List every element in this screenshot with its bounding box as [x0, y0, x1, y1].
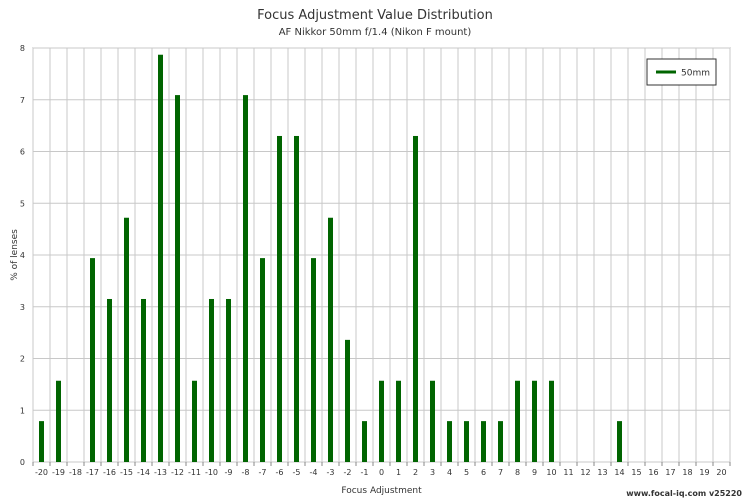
bar: [430, 380, 435, 462]
x-tick-label: 7: [498, 468, 503, 477]
footer-credit: www.focal-iq.com v25220: [626, 489, 742, 498]
chart-title: Focus Adjustment Value Distribution: [257, 8, 493, 23]
x-tick-label: -19: [52, 468, 65, 477]
y-tick-label: 2: [20, 355, 25, 364]
y-axis-label: % of lenses: [10, 229, 20, 281]
x-tick-label: -18: [69, 468, 82, 477]
bar: [226, 298, 231, 462]
bar: [413, 135, 418, 462]
bar: [464, 421, 469, 462]
x-tick-label: 12: [580, 468, 590, 477]
x-tick-label: -8: [242, 468, 250, 477]
bar: [549, 380, 554, 462]
y-tick-label: 4: [20, 251, 25, 260]
x-tick-label: 19: [699, 468, 709, 477]
legend-label: 50mm: [681, 69, 710, 79]
bar: [311, 258, 316, 462]
x-tick-label: 0: [379, 468, 384, 477]
x-tick-label: 9: [532, 468, 537, 477]
x-tick-label: 15: [631, 468, 641, 477]
bar: [158, 54, 163, 462]
y-tick-label: 3: [20, 303, 25, 312]
bar: [260, 258, 265, 462]
x-tick-label: -2: [344, 468, 352, 477]
x-tick-label: 17: [665, 468, 675, 477]
bar: [396, 380, 401, 462]
x-tick-label: -6: [276, 468, 284, 477]
legend: 50mm: [646, 58, 717, 86]
x-tick-label: 2: [413, 468, 418, 477]
x-tick-label: -1: [361, 468, 369, 477]
x-tick-label: -17: [86, 468, 99, 477]
x-tick-label: 10: [546, 468, 556, 477]
bar: [124, 217, 129, 462]
x-tick-label: 5: [464, 468, 469, 477]
x-tick-label: 20: [716, 468, 726, 477]
x-tick-label: -4: [310, 468, 318, 477]
x-tick-label: 3: [430, 468, 435, 477]
x-tick-label: -13: [154, 468, 167, 477]
bar: [481, 421, 486, 462]
bar: [379, 380, 384, 462]
bar: [515, 380, 520, 462]
bar: [141, 298, 146, 462]
bar: [294, 135, 299, 462]
x-tick-label: 4: [447, 468, 452, 477]
y-tick-label: 0: [20, 458, 25, 467]
x-tick-label: -11: [188, 468, 201, 477]
x-axis-label: Focus Adjustment: [341, 486, 422, 496]
bar: [209, 298, 214, 462]
bar: [243, 95, 248, 462]
x-tick-label: 6: [481, 468, 486, 477]
bar: [617, 421, 622, 462]
x-tick-label: 16: [648, 468, 658, 477]
bar: [498, 421, 503, 462]
bar: [328, 217, 333, 462]
x-tick-label: -14: [137, 468, 150, 477]
x-tick-label: 11: [563, 468, 573, 477]
x-tick-label: -3: [327, 468, 335, 477]
bar: [532, 380, 537, 462]
bar: [447, 421, 452, 462]
bar: [277, 135, 282, 462]
x-tick-label: -15: [120, 468, 133, 477]
bar: [362, 421, 367, 462]
x-tick-label: -5: [293, 468, 301, 477]
bar: [175, 95, 180, 462]
y-tick-label: 5: [20, 199, 25, 208]
x-tick-label: -9: [225, 468, 233, 477]
x-tick-label: -20: [35, 468, 48, 477]
x-tick-label: 13: [597, 468, 607, 477]
x-tick-label: -10: [205, 468, 218, 477]
x-tick-label: -7: [259, 468, 267, 477]
chart-subtitle: AF Nikkor 50mm f/1.4 (Nikon F mount): [278, 27, 472, 38]
bar: [192, 380, 197, 462]
x-tick-label: 18: [682, 468, 692, 477]
x-tick-label: 14: [614, 468, 624, 477]
x-tick-label: 1: [396, 468, 401, 477]
bar: [345, 339, 350, 462]
y-tick-label: 1: [20, 406, 25, 415]
x-tick-label: 8: [515, 468, 520, 477]
x-tick-label: -16: [103, 468, 116, 477]
bar: [56, 380, 61, 462]
y-tick-label: 8: [20, 44, 25, 53]
y-tick-label: 7: [20, 96, 25, 105]
y-tick-label: 6: [20, 148, 25, 157]
bar: [39, 421, 44, 462]
bar: [107, 298, 112, 462]
bar: [90, 258, 95, 462]
x-tick-label: -12: [171, 468, 184, 477]
